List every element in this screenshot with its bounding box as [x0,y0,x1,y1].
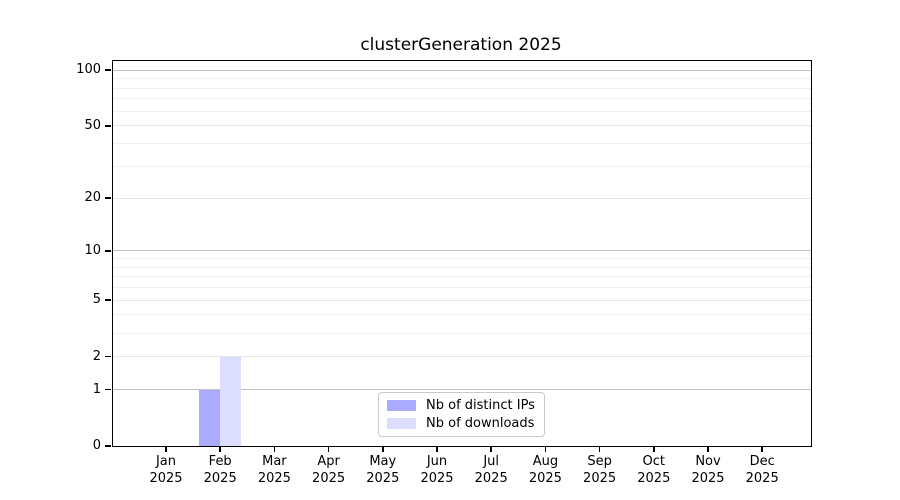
x-month-label: Nov [695,454,721,469]
y-minor-gridline [113,98,811,100]
x-tick-label: Nov 2025 [691,454,724,487]
y-major-gridline [113,250,811,252]
y-major-gridline [113,125,811,127]
x-year-label: 2025 [583,470,617,486]
y-minor-gridline [113,257,811,259]
x-month-label: Aug [532,454,559,469]
y-tick [105,249,112,252]
x-month-label: Oct [642,454,666,469]
x-month-label: Mar [262,454,287,469]
x-tick [327,446,330,452]
x-tick-label: Dec 2025 [746,454,779,487]
y-tick-label: 20 [84,190,101,206]
y-minor-gridline [113,276,811,278]
x-year-label: 2025 [149,470,183,486]
y-minor-gridline [113,266,811,268]
legend-item-downloads: Nb of downloads [387,416,536,431]
y-tick [105,355,112,358]
y-tick [105,124,112,127]
x-year-label: 2025 [691,470,725,486]
x-tick [165,446,167,452]
x-tick-label: May 2025 [366,454,399,487]
x-tick [382,446,384,452]
y-tick-label: 2 [92,348,101,364]
bar-downloads [220,356,242,446]
y-minor-gridline [113,110,811,112]
x-tick-label: Sep 2025 [583,454,616,487]
x-year-label: 2025 [637,470,671,486]
x-month-label: May [369,454,397,469]
x-tick [707,446,709,452]
x-year-label: 2025 [312,470,346,486]
y-tick [105,299,112,301]
x-tick [598,446,601,452]
y-tick [105,388,112,391]
y-major-gridline [113,197,811,199]
x-month-label: Jan [155,454,177,469]
x-month-label: Apr [317,454,340,469]
y-major-gridline [113,356,811,358]
y-minor-gridline [113,314,811,316]
legend-item-distinct-ips: Nb of distinct IPs [387,398,536,413]
x-year-label: 2025 [528,470,562,486]
x-tick [653,446,655,452]
y-minor-gridline [113,332,811,334]
x-year-label: 2025 [474,470,508,486]
y-major-gridline [113,69,811,71]
y-tick-label: 1 [92,381,101,397]
x-year-label: 2025 [257,470,291,486]
y-minor-gridline [113,143,811,145]
x-tick-label: Jun 2025 [420,454,453,487]
legend-swatch-distinct-ips [387,400,416,411]
y-tick-label: 10 [84,242,101,258]
y-tick-label: 5 [92,292,101,308]
x-tick-label: Aug 2025 [529,454,562,487]
x-tick-label: Apr 2025 [312,454,345,487]
y-major-gridline [113,299,811,301]
x-tick-label: Feb 2025 [204,454,237,487]
y-tick [105,197,112,199]
x-month-label: Jun [426,454,448,469]
chart-title: clusterGeneration 2025 [360,35,562,55]
x-tick-label: Jan 2025 [149,454,182,487]
x-month-label: Dec [749,454,775,469]
y-minor-gridline [113,78,811,80]
y-major-gridline [113,389,811,391]
legend-label-downloads: Nb of downloads [426,416,535,431]
x-tick [219,446,221,452]
x-tick [544,446,547,452]
x-tick [490,446,492,452]
legend-swatch-downloads [387,418,416,429]
x-year-label: 2025 [745,470,779,486]
x-tick [761,446,763,452]
x-tick [273,446,276,452]
y-tick-label: 100 [76,62,101,78]
x-month-label: Feb [208,454,232,469]
y-tick-label: 50 [84,118,101,134]
y-minor-gridline [113,165,811,167]
plot-area: 0 1 2 5 10 20 50 100 Jan 2025 Feb 2025 Mar 2025 Apr 202… [76,60,812,486]
y-tick [105,69,112,71]
y-minor-gridline [113,287,811,289]
x-year-label: 2025 [203,470,237,486]
x-month-label: Jul [483,454,500,469]
x-tick-label: Oct 2025 [637,454,670,487]
legend-label-distinct-ips: Nb of distinct IPs [426,398,535,413]
bar-distinct-ips [199,389,221,446]
x-tick-label: Jul 2025 [475,454,508,487]
x-month-label: Sep [587,454,612,469]
y-tick [105,445,112,447]
x-year-label: 2025 [366,470,400,486]
x-year-label: 2025 [420,470,454,486]
y-minor-gridline [113,87,811,89]
x-tick [436,446,438,452]
legend: Nb of distinct IPs Nb of downloads [378,392,545,437]
x-tick-label: Mar 2025 [258,454,291,487]
y-tick-label: 0 [92,438,101,454]
